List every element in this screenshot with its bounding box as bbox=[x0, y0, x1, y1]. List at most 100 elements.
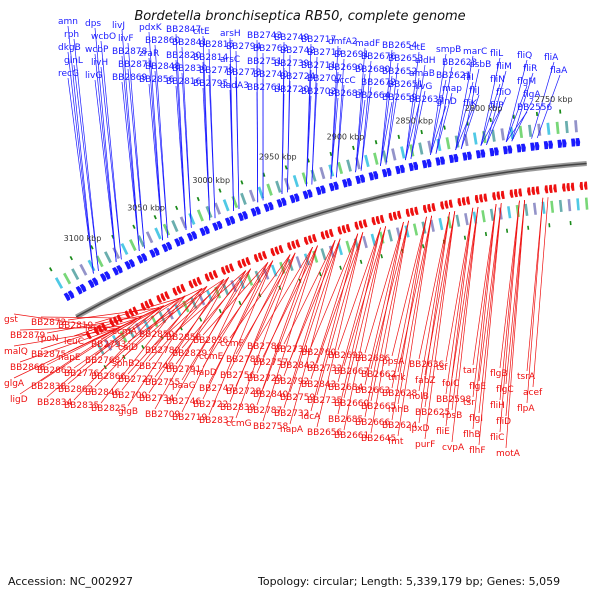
reverse-label-line bbox=[445, 207, 474, 427]
reverse-gene-feature bbox=[192, 278, 198, 287]
forward-label-line bbox=[148, 57, 163, 241]
reverse-gene-label: flgC bbox=[496, 385, 514, 395]
reverse-gene-label: flhB bbox=[463, 430, 481, 440]
forward-label-line bbox=[460, 68, 480, 150]
reverse-label-line bbox=[229, 254, 291, 339]
marker bbox=[505, 228, 509, 233]
reverse-label-line bbox=[418, 212, 450, 360]
feature-band bbox=[532, 202, 537, 215]
reverse-label-line bbox=[67, 307, 160, 321]
forward-gene-label: fliK bbox=[463, 99, 478, 109]
forward-label-line bbox=[256, 91, 259, 203]
reverse-label-line bbox=[310, 233, 359, 380]
reverse-label-line bbox=[262, 245, 318, 390]
reverse-label-line bbox=[397, 215, 432, 373]
reverse-gene-feature bbox=[474, 194, 479, 204]
kbp-tick-label: 2750 kbp bbox=[535, 95, 573, 104]
forward-gene-label: aldH bbox=[415, 56, 436, 66]
reverse-label-line bbox=[316, 232, 364, 396]
forward-gene-label: BB2751 bbox=[247, 57, 282, 67]
forward-gene-label: fliJ bbox=[469, 86, 480, 96]
forward-gene-label: BB2654 bbox=[382, 41, 418, 51]
forward-label-line bbox=[67, 25, 94, 274]
reverse-label-line bbox=[397, 215, 432, 437]
forward-label-line bbox=[121, 55, 140, 251]
reverse-label-line bbox=[526, 197, 544, 372]
forward-gene-feature bbox=[320, 185, 326, 194]
reverse-gene-label: BB2624 bbox=[382, 421, 418, 431]
feature-band bbox=[337, 243, 343, 256]
reverse-gene-feature bbox=[457, 197, 462, 207]
forward-gene-label: livH bbox=[91, 58, 108, 68]
reverse-gene-feature bbox=[337, 226, 343, 235]
feature-band bbox=[507, 206, 512, 219]
reverse-gene-feature bbox=[431, 202, 436, 212]
forward-gene-label: fliL bbox=[490, 49, 503, 59]
reverse-label-line bbox=[235, 252, 296, 419]
forward-gene-feature bbox=[315, 186, 322, 196]
reverse-label-line bbox=[100, 295, 186, 372]
forward-label-line bbox=[67, 77, 94, 274]
reverse-label-line bbox=[100, 295, 186, 404]
marker bbox=[548, 223, 551, 228]
reverse-label-line bbox=[121, 288, 203, 391]
forward-gene-label: BB2848 bbox=[145, 62, 181, 72]
reverse-gene-feature bbox=[346, 223, 351, 233]
forward-label-line bbox=[94, 79, 117, 263]
forward-gene-feature bbox=[368, 172, 374, 181]
reverse-gene-labels: gst BB2879 malQ BB2868 glgA ligD BB2872 rpoN BB2… bbox=[4, 315, 543, 459]
reverse-gene-label: BB2663 bbox=[355, 386, 390, 396]
feature-tracks bbox=[49, 109, 589, 370]
marker bbox=[196, 196, 200, 202]
marker bbox=[153, 215, 157, 220]
marker bbox=[339, 265, 342, 270]
reverse-gene-feature bbox=[514, 188, 518, 198]
feature-band bbox=[320, 248, 327, 261]
kbp-tick-label: 3100 kbp bbox=[64, 234, 102, 243]
reverse-label-line bbox=[127, 286, 208, 375]
reverse-label-line bbox=[364, 221, 404, 418]
reverse-gene-feature bbox=[188, 280, 194, 289]
reverse-gene-feature bbox=[375, 215, 381, 225]
reverse-label-line bbox=[229, 254, 291, 403]
forward-gene-feature bbox=[174, 238, 181, 247]
reverse-gene-feature bbox=[371, 216, 377, 226]
forward-gene-label: zraR bbox=[139, 49, 159, 59]
reverse-gene-label: BB2839 bbox=[220, 403, 256, 413]
forward-gene-feature bbox=[359, 174, 365, 183]
feature-band bbox=[429, 219, 435, 232]
forward-gene-label: dsbB bbox=[469, 60, 491, 70]
forward-gene-feature bbox=[426, 158, 432, 168]
forward-gene-label: BB2749 bbox=[274, 33, 310, 43]
reverse-gene-label: BB2758 bbox=[253, 422, 289, 432]
reverse-gene-feature bbox=[479, 194, 484, 203]
reverse-gene-feature bbox=[156, 294, 163, 304]
reverse-gene-feature bbox=[225, 264, 231, 274]
forward-label-lines bbox=[67, 25, 561, 274]
feature-band bbox=[515, 204, 520, 218]
reverse-gene-feature bbox=[553, 184, 557, 193]
reverse-label-line bbox=[526, 197, 544, 404]
kbp-tick-label: 2950 kbp bbox=[259, 153, 297, 162]
reverse-label-line bbox=[256, 246, 313, 342]
reverse-gene-label: leuD bbox=[85, 324, 106, 334]
forward-gene-label: dmfA2 bbox=[328, 37, 358, 47]
forward-gene-label: rph bbox=[64, 30, 79, 40]
forward-label-line bbox=[410, 90, 426, 159]
forward-gene-feature bbox=[79, 283, 87, 293]
reverse-gene-feature bbox=[579, 181, 584, 191]
forward-gene-label: BB2869 bbox=[112, 73, 148, 83]
reverse-gene-label: napA bbox=[280, 425, 304, 435]
reverse-gene-feature bbox=[144, 300, 151, 309]
forward-gene-label: BB2659 bbox=[382, 93, 418, 103]
reverse-gene-label: napE bbox=[58, 353, 81, 363]
reverse-label-line bbox=[499, 200, 520, 433]
forward-label-line bbox=[405, 51, 420, 161]
reverse-gene-label: ldcA bbox=[301, 412, 321, 422]
forward-gene-feature bbox=[112, 266, 119, 276]
reverse-label-line bbox=[370, 220, 409, 370]
marker bbox=[559, 109, 562, 114]
reverse-label-line bbox=[532, 197, 549, 388]
forward-label-line bbox=[336, 84, 345, 178]
forward-gene-label: fliM bbox=[496, 62, 512, 72]
